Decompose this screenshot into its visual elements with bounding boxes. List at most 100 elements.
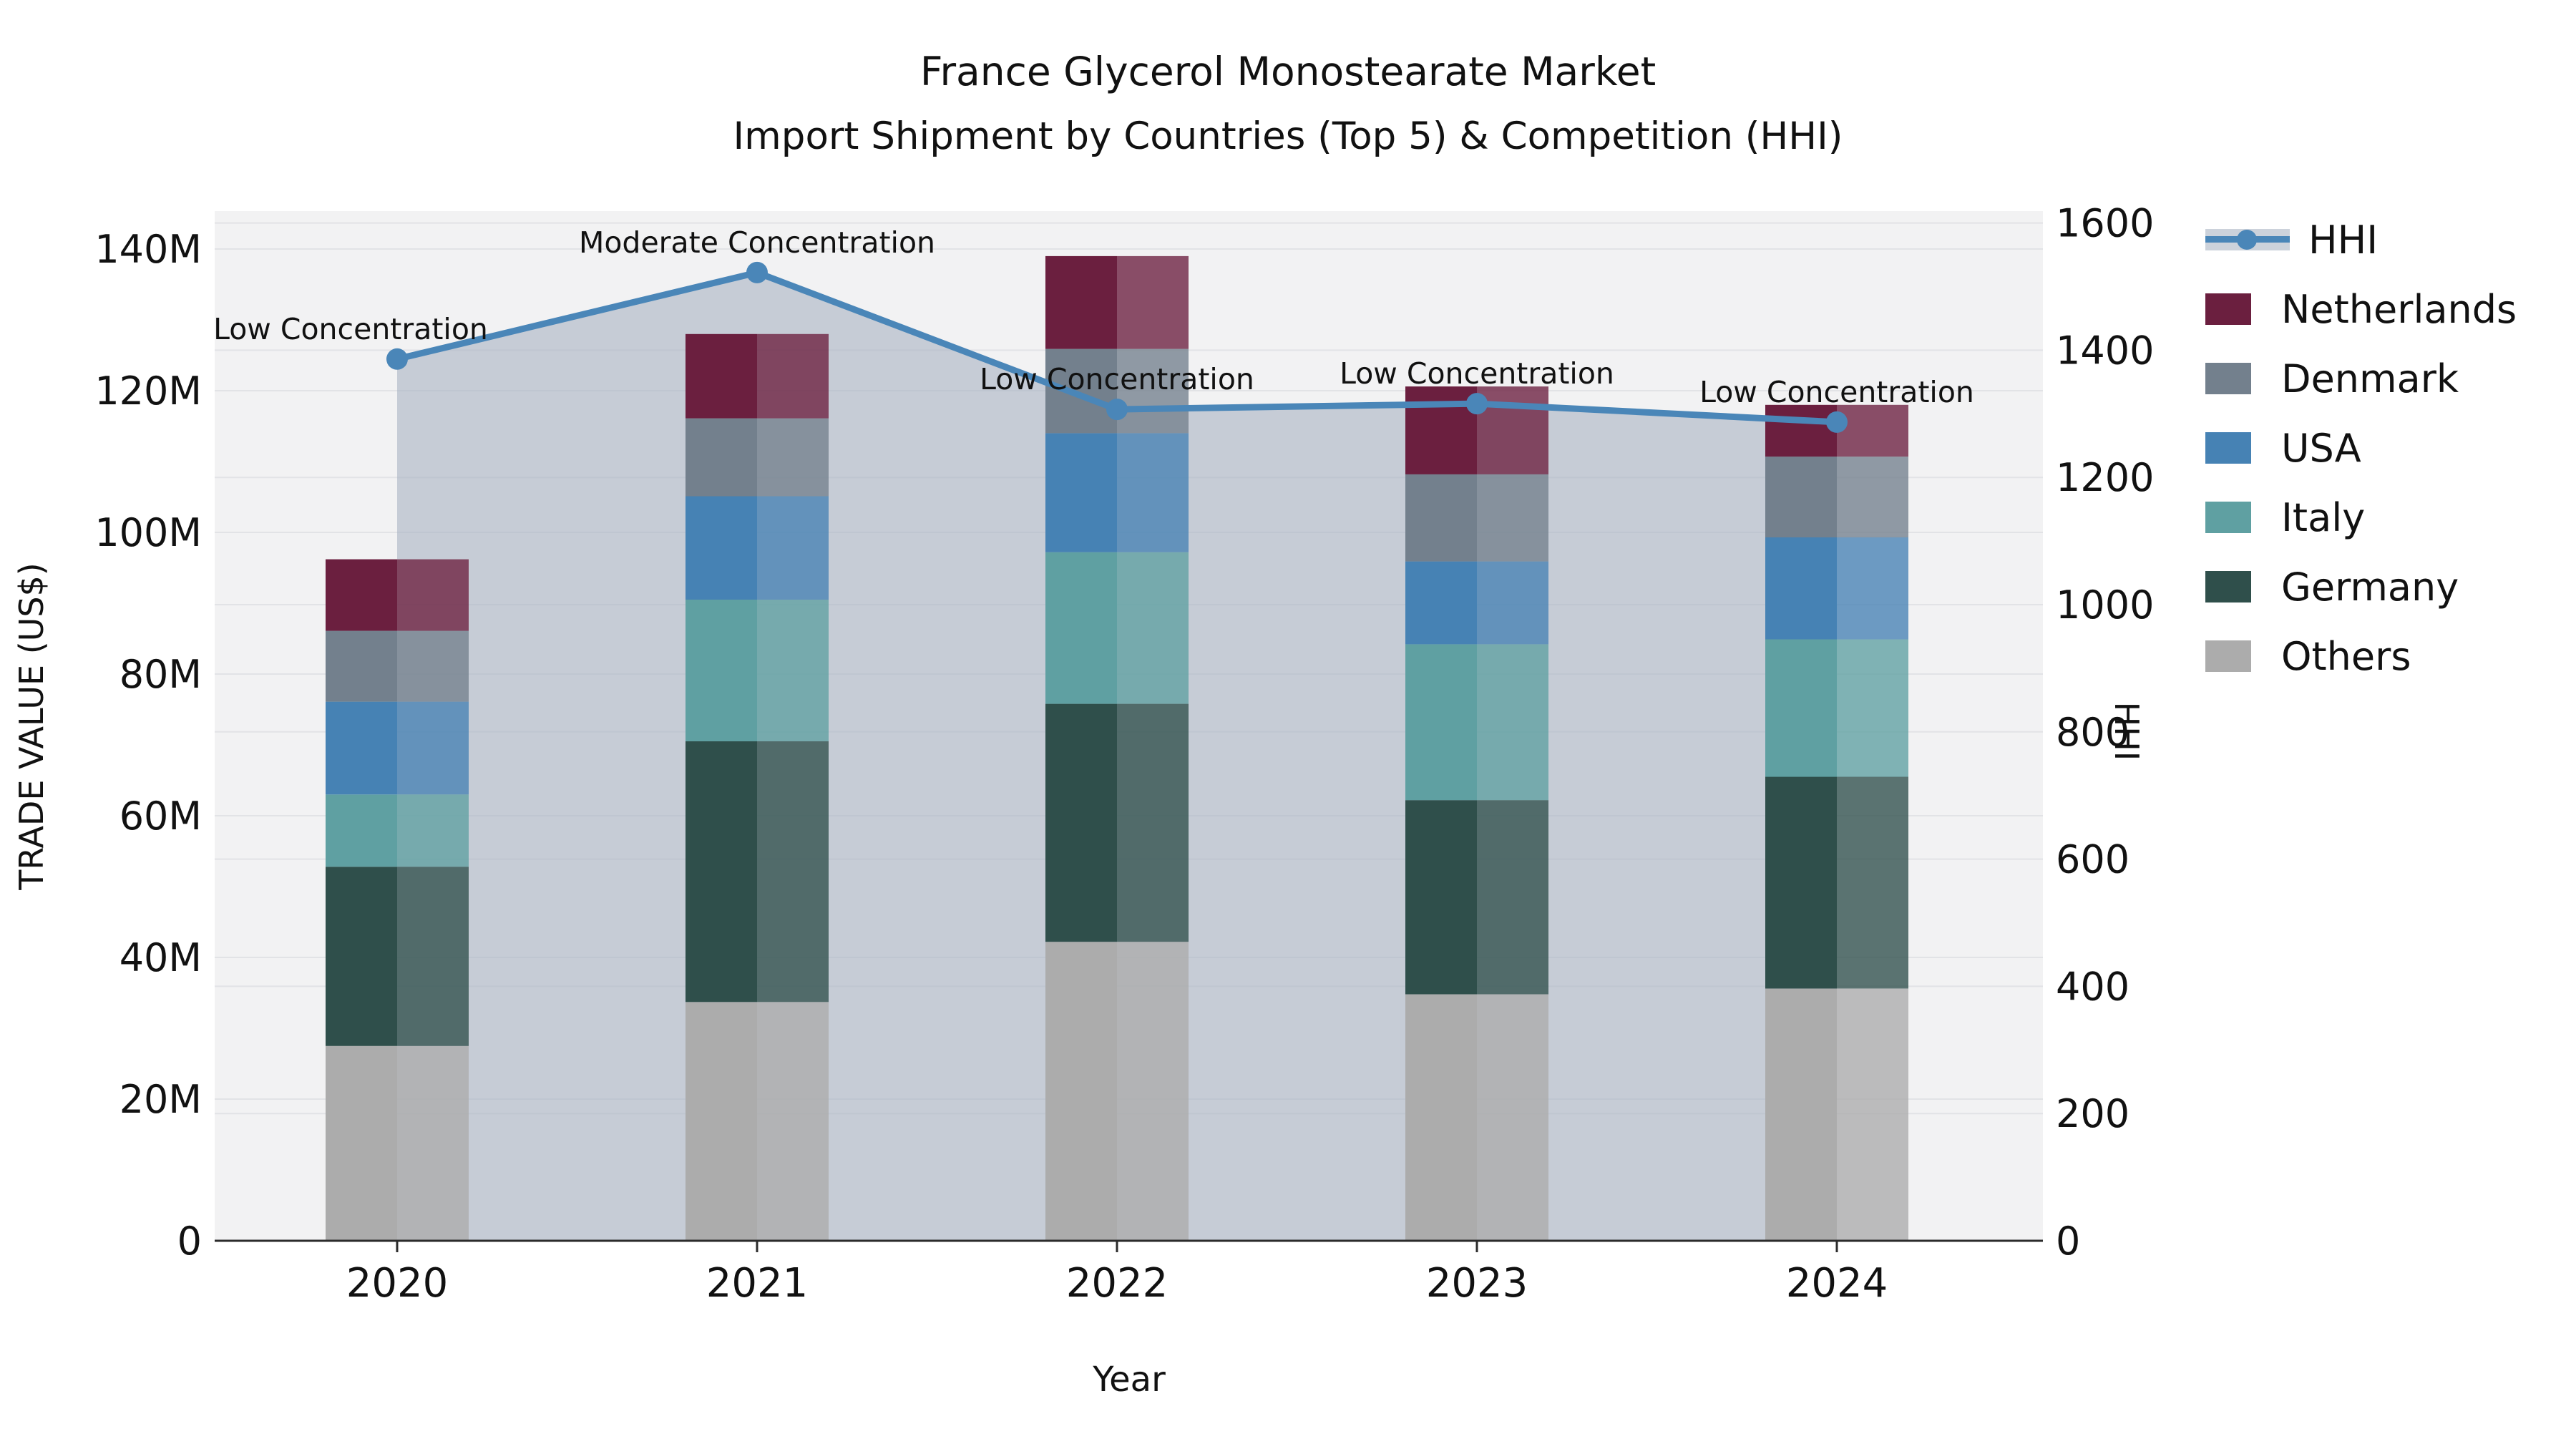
annotation-2024: Low Concentration bbox=[1699, 375, 1974, 409]
y-left-tick-label: 120M bbox=[94, 369, 202, 414]
bar-segment-muted-italy-2024 bbox=[1837, 639, 1908, 777]
legend-swatch-hhi-line bbox=[2205, 229, 2290, 250]
y-right-tick-label: 1200 bbox=[2056, 455, 2154, 500]
bar-segment-italy-2021 bbox=[686, 600, 757, 741]
bar-segment-muted-netherlands-2020 bbox=[397, 559, 469, 631]
y-right-tick-label: 600 bbox=[2056, 837, 2129, 882]
legend-label-denmark: Denmark bbox=[2281, 356, 2459, 401]
bar-segment-muted-others-2022 bbox=[1117, 942, 1189, 1241]
bar-segment-muted-italy-2022 bbox=[1117, 552, 1189, 704]
bar-segment-others-2024 bbox=[1765, 988, 1837, 1241]
annotation-2022: Low Concentration bbox=[980, 362, 1254, 396]
y-left-tick-label: 140M bbox=[94, 227, 202, 272]
bar-segment-germany-2024 bbox=[1765, 776, 1837, 989]
bar-segment-muted-others-2023 bbox=[1477, 994, 1548, 1241]
x-tick-label-2020: 2020 bbox=[346, 1260, 449, 1307]
x-tick-label-2024: 2024 bbox=[1786, 1260, 1888, 1307]
bar-segment-muted-netherlands-2023 bbox=[1477, 386, 1548, 474]
hhi-marker-2021 bbox=[746, 261, 768, 283]
bar-segment-muted-germany-2022 bbox=[1117, 703, 1189, 942]
legend-label-hhi: HHI bbox=[2308, 217, 2379, 263]
bar-segment-muted-usa-2021 bbox=[757, 496, 829, 600]
annotation-2023: Low Concentration bbox=[1340, 356, 1614, 391]
bar-segment-muted-others-2021 bbox=[757, 1002, 829, 1241]
bar-segment-netherlands-2022 bbox=[1045, 255, 1117, 349]
hhi-marker-2023 bbox=[1466, 393, 1488, 415]
y-right-tick-label: 200 bbox=[2056, 1091, 2129, 1136]
bar-segment-netherlands-2020 bbox=[326, 559, 397, 631]
legend-swatch-usa bbox=[2205, 432, 2251, 464]
bar-segment-muted-usa-2022 bbox=[1117, 433, 1189, 552]
hhi-marker-2022 bbox=[1106, 399, 1128, 421]
bar-segment-italy-2022 bbox=[1045, 552, 1117, 704]
y-left-tick-label: 60M bbox=[119, 794, 202, 839]
bar-segment-usa-2023 bbox=[1405, 561, 1477, 645]
legend-item-germany: Germany bbox=[2205, 562, 2459, 612]
legend-item-netherlands: Netherlands bbox=[2205, 284, 2517, 334]
y-right-tick-label: 400 bbox=[2056, 964, 2129, 1009]
legend-swatch-denmark bbox=[2205, 363, 2251, 394]
y-left-tick-label: 20M bbox=[119, 1077, 202, 1122]
legend-label-netherlands: Netherlands bbox=[2281, 286, 2517, 332]
x-tick-label-2021: 2021 bbox=[706, 1260, 809, 1307]
bar-segment-muted-netherlands-2021 bbox=[757, 333, 829, 419]
annotation-2021: Moderate Concentration bbox=[579, 225, 935, 260]
bar-segment-muted-germany-2024 bbox=[1837, 776, 1908, 989]
legend-swatch-germany bbox=[2205, 571, 2251, 602]
y-left-tick-label: 0 bbox=[177, 1219, 202, 1264]
legend-item-others: Others bbox=[2205, 631, 2411, 681]
annotation-2020: Low Concentration bbox=[213, 312, 488, 346]
bar-segment-muted-denmark-2020 bbox=[397, 630, 469, 702]
bar-segment-usa-2022 bbox=[1045, 433, 1117, 552]
bar-segment-muted-germany-2021 bbox=[757, 741, 829, 1002]
bar-segment-netherlands-2024 bbox=[1765, 404, 1837, 457]
bar-segment-usa-2021 bbox=[686, 496, 757, 600]
bar-segment-usa-2020 bbox=[326, 701, 397, 795]
legend-item-denmark: Denmark bbox=[2205, 353, 2459, 404]
bar-segment-denmark-2024 bbox=[1765, 457, 1837, 537]
x-axis-title: Year bbox=[1093, 1360, 1166, 1400]
bar-segment-muted-germany-2020 bbox=[397, 867, 469, 1046]
bar-segment-germany-2021 bbox=[686, 741, 757, 1002]
bar-segment-muted-germany-2023 bbox=[1477, 800, 1548, 995]
bar-segment-muted-usa-2024 bbox=[1837, 537, 1908, 640]
legend-item-italy: Italy bbox=[2205, 492, 2365, 542]
x-tick-label-2022: 2022 bbox=[1066, 1260, 1169, 1307]
bar-segment-germany-2023 bbox=[1405, 800, 1477, 995]
bar-segment-germany-2020 bbox=[326, 867, 397, 1046]
bar-segment-italy-2020 bbox=[326, 794, 397, 867]
bar-segment-muted-usa-2020 bbox=[397, 701, 469, 795]
x-tick-label-2023: 2023 bbox=[1426, 1260, 1528, 1307]
y-right-tick-label: 1400 bbox=[2056, 328, 2154, 373]
y-left-tick-label: 80M bbox=[119, 652, 202, 697]
bar-segment-muted-italy-2020 bbox=[397, 794, 469, 867]
bar-segment-usa-2024 bbox=[1765, 537, 1837, 640]
bar-segment-muted-denmark-2022 bbox=[1117, 348, 1189, 434]
bar-segment-netherlands-2021 bbox=[686, 333, 757, 419]
bar-segment-muted-denmark-2021 bbox=[757, 418, 829, 497]
bar-segment-italy-2023 bbox=[1405, 644, 1477, 801]
bar-segment-denmark-2020 bbox=[326, 630, 397, 702]
y-left-tick-label: 100M bbox=[94, 510, 202, 555]
bar-segment-others-2021 bbox=[686, 1002, 757, 1241]
hhi-marker-2024 bbox=[1826, 411, 1848, 433]
bar-segment-germany-2022 bbox=[1045, 703, 1117, 942]
bar-segment-netherlands-2023 bbox=[1405, 386, 1477, 474]
legend-label-italy: Italy bbox=[2281, 494, 2366, 540]
bar-segment-muted-denmark-2024 bbox=[1837, 457, 1908, 537]
legend-swatch-italy bbox=[2205, 502, 2251, 533]
bar-segment-muted-usa-2023 bbox=[1477, 561, 1548, 645]
y-right-tick-label: 800 bbox=[2056, 710, 2129, 755]
y-left-tick-label: 40M bbox=[119, 935, 202, 980]
bar-segment-denmark-2023 bbox=[1405, 474, 1477, 562]
legend-swatch-netherlands bbox=[2205, 293, 2251, 325]
bar-segment-others-2023 bbox=[1405, 994, 1477, 1241]
legend-item-usa: USA bbox=[2205, 423, 2361, 473]
hhi-marker-2020 bbox=[386, 348, 408, 370]
legend-item-hhi: HHI bbox=[2205, 215, 2378, 265]
bar-segment-denmark-2021 bbox=[686, 418, 757, 497]
legend-label-germany: Germany bbox=[2281, 564, 2459, 610]
bar-segment-muted-netherlands-2022 bbox=[1117, 255, 1189, 349]
